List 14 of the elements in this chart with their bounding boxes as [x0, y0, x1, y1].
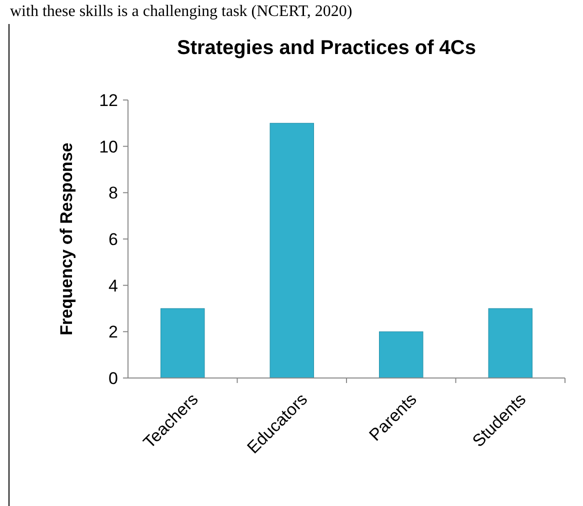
bar	[379, 331, 424, 378]
y-tick-label: 10	[99, 137, 118, 156]
bar	[270, 122, 314, 378]
y-tick-label: 2	[108, 322, 118, 342]
y-tick-label: 12	[99, 90, 118, 110]
chart-title: Strategies and Practices of 4Cs	[176, 37, 476, 59]
text: with these skills is a challenging task (NCERT, 2020)	[10, 3, 352, 20]
bar	[488, 308, 532, 378]
y-tick-label: 4	[108, 276, 118, 296]
y-tick-label: 6	[108, 230, 118, 249]
y-axis-title: Frequency of Response	[57, 142, 76, 336]
bar	[160, 308, 205, 378]
y-tick-label: 0	[108, 368, 118, 388]
y-tick-label: 8	[108, 184, 118, 203]
